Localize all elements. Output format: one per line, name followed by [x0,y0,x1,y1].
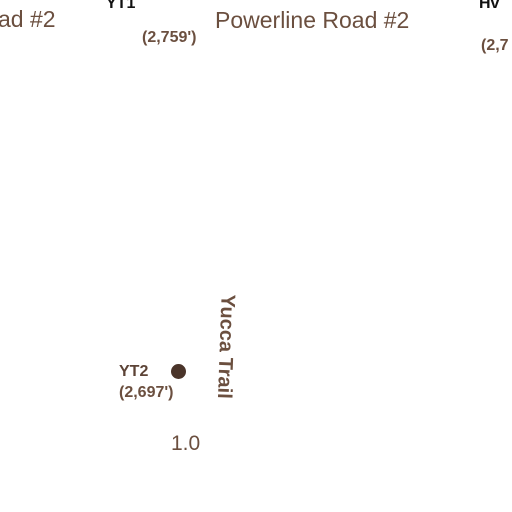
waypoint-yt2-code: YT2 [119,363,149,380]
waypoint-right-elevation: (2,7 [481,37,509,54]
waypoint-yt1-elevation: (2,759') [142,29,197,46]
trail-label-yucca: Yucca Trail [212,293,239,400]
waypoint-right-code: Hv [479,0,500,12]
waypoint-yt2-elevation: (2,697') [119,384,174,401]
mileage-marker: 1.0 [171,432,201,455]
waypoint-yt1-code: YT1 [106,0,136,12]
road-label-left-partial: ad #2 [0,6,56,32]
road-label-powerline: Powerline Road #2 [215,7,410,33]
waypoint-yt2-marker[interactable] [171,364,186,379]
